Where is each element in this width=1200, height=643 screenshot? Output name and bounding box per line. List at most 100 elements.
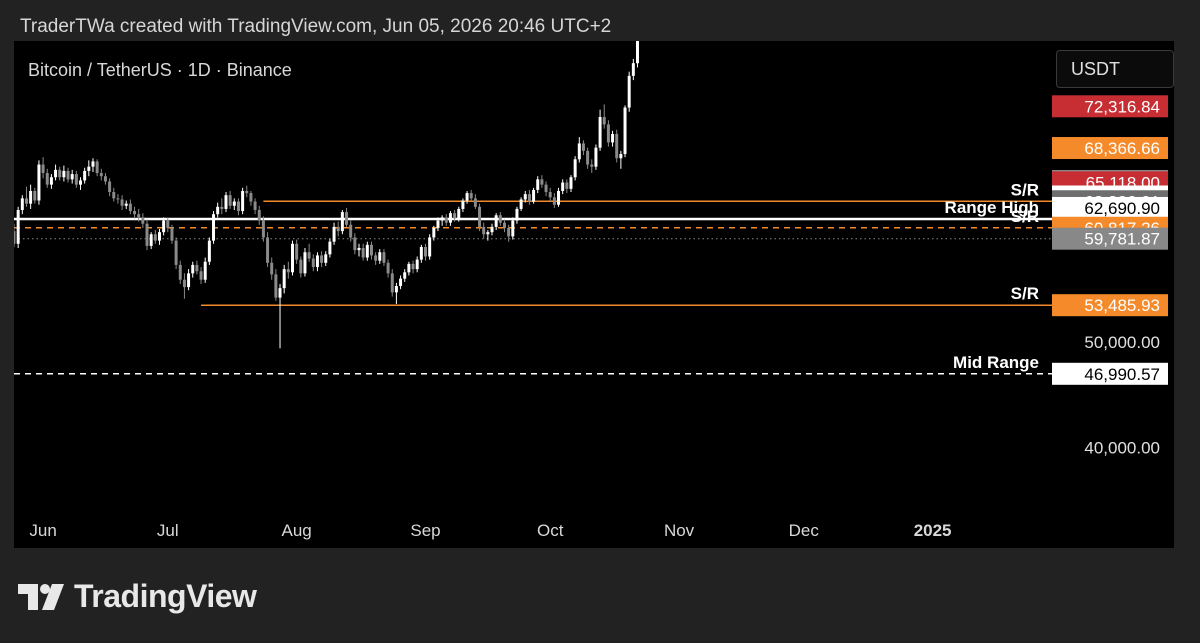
candle-body-98 (419, 246, 423, 260)
candle-body-52 (228, 195, 232, 206)
candle-body-27 (124, 203, 128, 206)
candle-body-26 (120, 199, 124, 206)
level-label-2: S/R (1011, 207, 1039, 226)
candle-body-35 (157, 232, 161, 241)
candle-body-11 (58, 169, 62, 178)
currency-button[interactable]: USDT (1056, 50, 1174, 88)
tradingview-logo[interactable]: TradingView (18, 578, 257, 615)
candle-body-100 (428, 237, 432, 257)
candle-body-108 (461, 200, 465, 209)
candle-body-32 (145, 223, 149, 246)
candle-body-84 (361, 248, 365, 258)
candle-body-12 (62, 170, 66, 178)
price-label-0: 72,316.84 (1084, 97, 1160, 116)
chart-panel[interactable]: S/R Range High S/R S/R Mid Range 72,316.84 68… (14, 41, 1174, 548)
candle-body-96 (411, 263, 415, 270)
candle-body-110 (469, 193, 473, 199)
price-label-box-1 (1052, 137, 1168, 160)
candle-body-95 (407, 263, 411, 273)
candle-body-37 (166, 220, 170, 228)
candle-body-47 (207, 240, 211, 262)
candle-body-71 (307, 252, 311, 259)
candle-body-116 (494, 215, 498, 227)
candle-body-79 (340, 212, 344, 232)
candle-body-31 (141, 217, 145, 224)
tradingview-logo-icon (18, 583, 64, 610)
candle-body-1 (16, 209, 20, 244)
candle-body-99 (424, 246, 428, 257)
candle-body-106 (453, 213, 457, 219)
candle-body-46 (203, 261, 207, 280)
candle-body-86 (369, 244, 373, 256)
candle-body-4 (29, 190, 33, 204)
candle-body-23 (108, 181, 112, 193)
candle-body-54 (236, 201, 240, 212)
candle-body-33 (149, 234, 153, 246)
price-label-box-0 (1052, 95, 1168, 118)
price-label-box-9 (1052, 294, 1168, 317)
candle-body-62 (270, 262, 274, 275)
x-tick-label-2: Aug (282, 521, 312, 540)
candle-body-109 (465, 193, 469, 201)
candle-body-5 (33, 190, 37, 201)
tradingview-logo-text: TradingView (74, 578, 257, 614)
candle-body-81 (349, 224, 353, 238)
candle-body-0 (14, 231, 16, 244)
candle-body-65 (282, 269, 286, 289)
candle-body-39 (174, 240, 178, 265)
candle-body-107 (457, 208, 461, 219)
candle-body-24 (112, 192, 116, 199)
candle-body-104 (444, 217, 448, 223)
candle-body-76 (328, 241, 332, 255)
candle-body-142 (602, 117, 606, 125)
candle-body-63 (274, 274, 278, 298)
candle-body-114 (486, 232, 490, 235)
candle-body-75 (324, 254, 328, 263)
x-tick-label-1: Jul (157, 521, 179, 540)
candle-body-139 (590, 164, 594, 167)
candle-body-38 (170, 227, 174, 241)
candle-body-118 (502, 222, 506, 228)
price-label-box-11 (1052, 362, 1168, 385)
price-label-1: 68,366.66 (1084, 139, 1160, 158)
candle-body-127 (540, 179, 544, 185)
candle-body-77 (332, 226, 336, 242)
candle-body-34 (153, 234, 157, 241)
price-label-10: 50,000.00 (1084, 333, 1160, 352)
candle-body-134 (569, 177, 573, 189)
candle-body-43 (191, 264, 195, 274)
candle-body-70 (303, 252, 307, 274)
candle-body-3 (24, 198, 28, 204)
candle-body-50 (220, 206, 224, 209)
candle-body-147 (623, 107, 627, 155)
candle-body-48 (212, 214, 216, 241)
price-label-12: 40,000.00 (1084, 439, 1160, 458)
candle-body-123 (523, 194, 527, 200)
candle-body-6 (37, 164, 41, 201)
level-label-0: S/R (1011, 180, 1039, 199)
price-label-9: 53,485.93 (1084, 296, 1160, 315)
candle-body-20 (95, 161, 99, 174)
candle-body-128 (544, 184, 548, 193)
price-label-box-8 (1052, 227, 1168, 250)
candle-body-140 (594, 147, 598, 167)
candle-body-132 (561, 182, 565, 191)
candle-body-14 (70, 174, 74, 180)
candle-body-105 (448, 213, 452, 223)
level-label-1: Range High (945, 198, 1039, 217)
price-label-8: 59,781.87 (1084, 230, 1160, 249)
candle-body-19 (91, 161, 95, 167)
candle-body-125 (532, 189, 536, 202)
candle-body-97 (415, 259, 419, 270)
candle-body-92 (394, 286, 398, 293)
candle-body-28 (128, 203, 132, 212)
candle-body-49 (216, 206, 220, 215)
candle-body-146 (619, 154, 623, 159)
candle-body-83 (357, 248, 361, 251)
candle-body-80 (345, 212, 349, 225)
candle-body-61 (266, 237, 270, 263)
candle-body-141 (598, 117, 602, 148)
candle-body-64 (278, 288, 282, 298)
candle-body-58 (253, 201, 257, 210)
